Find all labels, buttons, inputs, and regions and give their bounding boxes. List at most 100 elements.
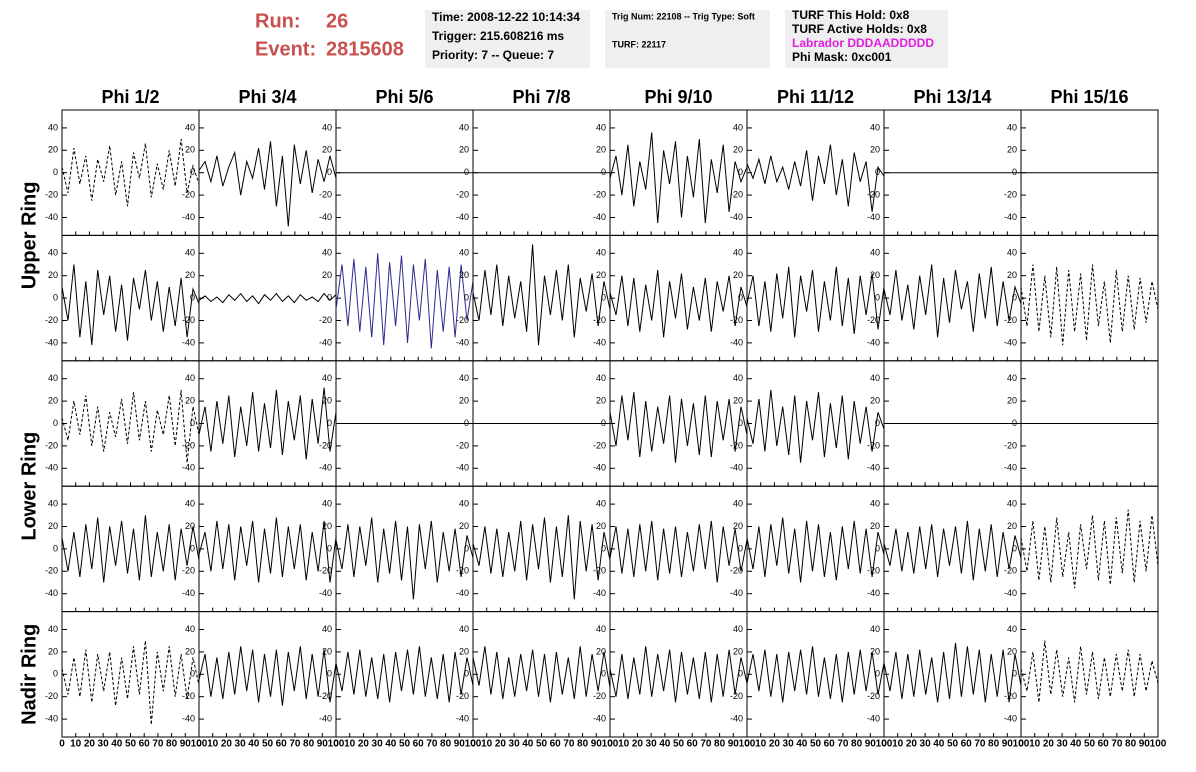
y-tick-label: -20	[730, 189, 743, 199]
column-header: Phi 9/10	[644, 87, 712, 107]
y-tick-label: -20	[182, 189, 195, 199]
waveform	[61, 139, 200, 207]
waveform	[472, 244, 611, 346]
y-tick-label: 40	[322, 498, 332, 508]
info-line: Time: 2008-12-22 10:14:34	[432, 10, 580, 24]
waveform	[335, 253, 474, 349]
x-tick-label: 90	[454, 739, 466, 750]
y-tick-label: 40	[870, 122, 880, 132]
waveform	[746, 266, 885, 338]
info-line: Phi Mask: 0xc001	[792, 50, 892, 64]
x-tick-label: 100	[1013, 739, 1030, 750]
y-tick-label: 40	[733, 498, 743, 508]
waveform	[198, 517, 337, 583]
y-tick-label: -20	[593, 315, 606, 325]
y-tick-label: -20	[730, 566, 743, 576]
y-tick-label: 20	[185, 521, 195, 531]
y-tick-label: -40	[730, 588, 743, 598]
info-line: TURF Active Holds: 0x8	[792, 22, 927, 36]
y-tick-label: 20	[596, 646, 606, 656]
x-tick-label: 80	[1125, 739, 1137, 750]
y-tick-label: 20	[596, 145, 606, 155]
x-tick-label: 10	[892, 739, 904, 750]
y-tick-label: 20	[459, 646, 469, 656]
y-tick-label: 0	[53, 292, 58, 302]
y-tick-label: -40	[319, 212, 332, 222]
y-tick-label: -20	[593, 566, 606, 576]
x-tick-label: 40	[933, 739, 945, 750]
y-tick-label: 40	[596, 624, 606, 634]
y-tick-label: -20	[593, 691, 606, 701]
y-tick-label: -40	[45, 713, 58, 723]
y-tick-label: 0	[1012, 292, 1017, 302]
y-tick-label: -40	[45, 463, 58, 473]
y-tick-label: 40	[1007, 498, 1017, 508]
y-tick-label: 40	[870, 498, 880, 508]
y-tick-label: 40	[48, 248, 58, 258]
x-tick-label: 50	[399, 739, 411, 750]
y-tick-label: 40	[870, 373, 880, 383]
y-tick-label: 0	[1012, 543, 1017, 553]
x-tick-label: 60	[413, 739, 425, 750]
x-tick-label: 20	[1043, 739, 1055, 750]
x-tick-label: 10	[207, 739, 219, 750]
y-tick-label: -20	[1004, 315, 1017, 325]
x-tick-label: 30	[646, 739, 658, 750]
y-tick-label: 40	[322, 624, 332, 634]
y-tick-label: -40	[319, 713, 332, 723]
panel-frame	[1020, 485, 1159, 613]
waveform	[198, 646, 337, 706]
y-tick-label: -20	[1004, 189, 1017, 199]
y-tick-label: -20	[1004, 566, 1017, 576]
y-tick-label: 0	[327, 669, 332, 679]
y-tick-label: 40	[48, 498, 58, 508]
ring-label: Nadir Ring	[18, 624, 40, 725]
y-tick-label: -20	[456, 566, 469, 576]
x-tick-label: 30	[235, 739, 247, 750]
y-tick-label: 0	[875, 418, 880, 428]
y-tick-label: -40	[182, 337, 195, 347]
y-tick-label: 0	[53, 669, 58, 679]
waveform	[883, 520, 1022, 581]
y-tick-label: 0	[53, 543, 58, 553]
x-tick-label: 20	[84, 739, 96, 750]
y-tick-label: -40	[867, 337, 880, 347]
event-label: Event:	[255, 38, 316, 60]
y-tick-label: -20	[456, 189, 469, 199]
y-tick-label: -40	[730, 337, 743, 347]
x-tick-label: 40	[522, 739, 534, 750]
y-tick-label: 40	[459, 624, 469, 634]
x-tick-label: 30	[783, 739, 795, 750]
column-header: Phi 7/8	[512, 87, 570, 107]
y-tick-label: -20	[456, 315, 469, 325]
x-tick-label: 80	[714, 739, 726, 750]
x-tick-label: 0	[607, 739, 613, 750]
column-header: Phi 1/2	[101, 87, 159, 107]
info-box	[425, 10, 590, 68]
panel-frame	[61, 360, 200, 487]
y-tick-label: 20	[459, 145, 469, 155]
waveform	[1020, 640, 1159, 703]
y-tick-label: 20	[1007, 395, 1017, 405]
ring-label: Lower Ring	[18, 432, 40, 541]
y-tick-label: 20	[870, 395, 880, 405]
y-tick-label: 40	[870, 624, 880, 634]
y-tick-label: -20	[319, 691, 332, 701]
x-tick-label: 40	[248, 739, 260, 750]
waveform	[61, 640, 200, 725]
y-tick-label: -20	[45, 315, 58, 325]
event: 2815608	[326, 38, 404, 60]
y-tick-label: -40	[867, 588, 880, 598]
y-tick-label: -40	[456, 713, 469, 723]
x-tick-label: 80	[303, 739, 315, 750]
y-tick-label: 0	[1012, 167, 1017, 177]
y-tick-label: 40	[733, 248, 743, 258]
y-tick-label: -20	[182, 566, 195, 576]
y-tick-label: 20	[870, 521, 880, 531]
x-tick-label: 0	[1018, 739, 1024, 750]
y-tick-label: 40	[1007, 248, 1017, 258]
x-tick-label: 100	[876, 739, 893, 750]
y-tick-label: -40	[593, 337, 606, 347]
y-tick-label: 0	[53, 167, 58, 177]
x-tick-label: 50	[536, 739, 548, 750]
